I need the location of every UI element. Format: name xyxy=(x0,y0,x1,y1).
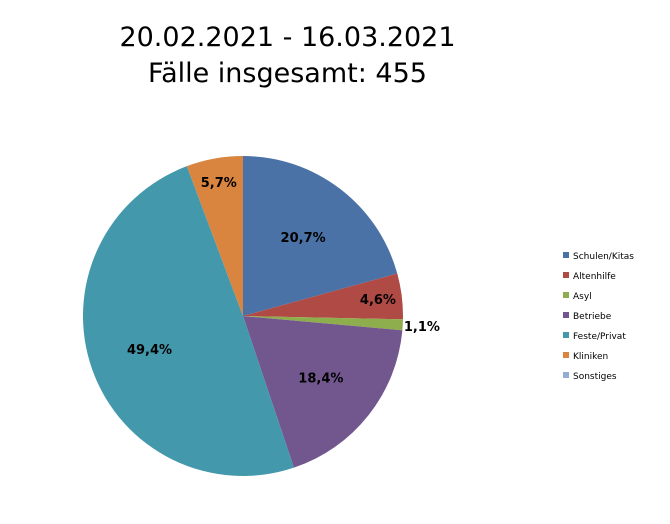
legend-swatch-altenhilfe xyxy=(563,272,569,278)
chart-title: 20.02.2021 - 16.03.2021 Fälle insgesamt:… xyxy=(0,20,575,92)
chart-title-line-2: Fälle insgesamt: 455 xyxy=(148,58,427,89)
pie-slice-betriebe xyxy=(243,316,403,468)
legend-label-altenhilfe: Altenhilfe xyxy=(573,272,616,282)
legend-label-feste-privat: Feste/Privat xyxy=(573,332,626,342)
data-label-betriebe: 18,4% xyxy=(298,371,343,386)
data-label-kliniken: 5,7% xyxy=(201,176,237,191)
data-label-feste-privat: 49,4% xyxy=(127,343,172,358)
data-label-schulen-kitas: 20,7% xyxy=(281,231,326,246)
legend-label-asyl: Asyl xyxy=(573,292,592,302)
legend-label-betriebe: Betriebe xyxy=(573,312,612,322)
pie-data-labels: 20,7% 4,6% 1,1% 18,4% 49,4% 5,7% xyxy=(127,176,440,386)
data-label-asyl: 1,1% xyxy=(404,320,440,335)
pie-slice-altenhilfe xyxy=(243,273,403,320)
pie-slice-asyl xyxy=(243,316,403,331)
legend-swatch-betriebe xyxy=(563,312,569,318)
legend: Schulen/Kitas Altenhilfe Asyl Betriebe Feste… xyxy=(563,252,634,382)
legend-swatch-schulen-kitas xyxy=(563,252,569,258)
legend-swatch-kliniken xyxy=(563,352,569,358)
data-label-altenhilfe: 4,6% xyxy=(360,293,396,308)
pie-slice-schulen-kitas xyxy=(243,156,398,316)
pie-slice-kliniken xyxy=(186,156,243,316)
pie-slice-feste-privat xyxy=(83,166,294,477)
chart-title-line-1: 20.02.2021 - 16.03.2021 xyxy=(119,22,456,53)
legend-label-schulen-kitas: Schulen/Kitas xyxy=(573,252,634,262)
legend-swatch-sonstiges xyxy=(563,372,569,378)
pie-slices xyxy=(83,156,403,477)
legend-swatch-feste-privat xyxy=(563,332,569,338)
legend-swatch-asyl xyxy=(563,292,569,298)
legend-label-sonstiges: Sonstiges xyxy=(573,372,617,382)
legend-label-kliniken: Kliniken xyxy=(573,352,608,362)
